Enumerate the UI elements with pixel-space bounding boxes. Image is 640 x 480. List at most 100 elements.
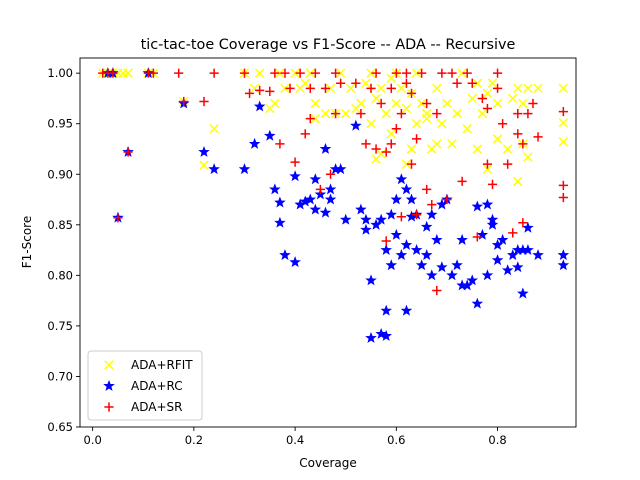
data-point	[517, 287, 529, 299]
data-point	[290, 68, 300, 78]
legend: ADA+RFIT ADA+RC ADA+SR	[87, 350, 203, 421]
data-point	[557, 249, 570, 261]
data-point	[477, 108, 488, 119]
data-point	[436, 261, 448, 273]
data-point	[325, 83, 336, 94]
data-point	[422, 184, 432, 195]
data-point	[376, 98, 386, 109]
data-point	[558, 137, 569, 147]
data-point	[447, 139, 457, 149]
data-point	[324, 193, 337, 205]
data-point	[411, 118, 422, 129]
data-point	[401, 159, 412, 169]
legend-entry: ADA+RC	[103, 379, 183, 393]
data-point	[492, 134, 503, 144]
data-point	[351, 78, 361, 88]
data-point	[432, 109, 442, 119]
data-point	[422, 98, 432, 109]
data-point	[179, 96, 189, 107]
legend-marker	[103, 379, 115, 391]
data-point	[532, 249, 544, 261]
data-point	[248, 137, 261, 149]
data-point	[305, 83, 315, 93]
data-point	[361, 139, 371, 149]
data-point	[492, 68, 503, 78]
data-point	[400, 183, 413, 195]
data-point	[471, 200, 484, 212]
data-point	[518, 98, 528, 109]
data-point	[381, 108, 391, 119]
x-tick-label: 0.8	[488, 433, 506, 447]
x-axis-ticks: 0.0 0.2 0.4 0.6 0.8	[84, 427, 507, 447]
data-point	[411, 210, 422, 220]
data-point	[174, 68, 184, 78]
data-point	[513, 176, 523, 187]
data-point	[456, 233, 468, 245]
data-point	[360, 213, 372, 225]
data-point	[366, 68, 376, 78]
data-point	[371, 144, 381, 154]
data-point	[371, 93, 381, 104]
data-point	[508, 93, 518, 104]
data-point	[558, 117, 569, 128]
data-point	[476, 228, 489, 240]
data-point	[371, 68, 381, 78]
data-point	[290, 157, 300, 167]
data-marks	[98, 67, 570, 343]
data-point	[482, 88, 493, 99]
data-point	[491, 254, 504, 266]
data-point	[437, 118, 447, 129]
data-point	[533, 132, 543, 142]
data-point	[380, 244, 392, 255]
data-point	[265, 86, 275, 96]
data-point	[502, 144, 513, 154]
data-point	[365, 274, 377, 286]
data-point	[498, 119, 508, 129]
y-axis-ticks: 0.65 0.70 0.75 0.80 0.85 0.90 0.95 1.00	[47, 66, 80, 434]
data-point	[396, 212, 406, 222]
y-tick-label: 0.75	[47, 319, 73, 333]
data-point	[334, 163, 347, 175]
data-point	[249, 83, 260, 94]
data-point	[432, 83, 442, 94]
data-point	[356, 98, 366, 109]
data-point	[411, 134, 422, 144]
data-point	[410, 244, 423, 255]
legend-marker	[104, 402, 114, 412]
data-point	[274, 196, 286, 208]
data-point	[467, 78, 477, 88]
data-point	[108, 68, 118, 78]
x-tick-label: 0.4	[286, 433, 304, 447]
data-point	[361, 78, 371, 89]
data-point	[269, 183, 281, 195]
data-point	[381, 236, 391, 246]
data-point	[481, 269, 494, 281]
legend-marker	[104, 360, 114, 370]
data-point	[279, 249, 291, 261]
data-point	[512, 261, 524, 273]
series-ada-rfit	[98, 68, 569, 187]
data-point	[239, 68, 250, 78]
data-point	[270, 68, 280, 78]
data-point	[340, 108, 351, 119]
legend-entry: ADA+SR	[104, 400, 182, 414]
data-point	[275, 68, 285, 78]
data-point	[457, 68, 467, 78]
legend-box	[87, 350, 203, 421]
x-tick-label: 0.2	[185, 433, 203, 447]
data-point	[315, 184, 326, 195]
data-point	[432, 285, 442, 296]
chart-title: tic-tac-toe Coverage vs F1-Score -- ADA …	[141, 37, 516, 53]
data-point	[320, 83, 331, 93]
data-point	[457, 176, 467, 186]
data-point	[411, 68, 422, 78]
data-point	[518, 218, 528, 228]
data-point	[487, 78, 498, 89]
data-point	[406, 144, 417, 154]
y-tick-label: 0.95	[47, 117, 73, 131]
data-point	[420, 220, 433, 232]
data-point	[523, 83, 533, 94]
data-point	[123, 68, 133, 78]
data-point	[300, 129, 310, 139]
